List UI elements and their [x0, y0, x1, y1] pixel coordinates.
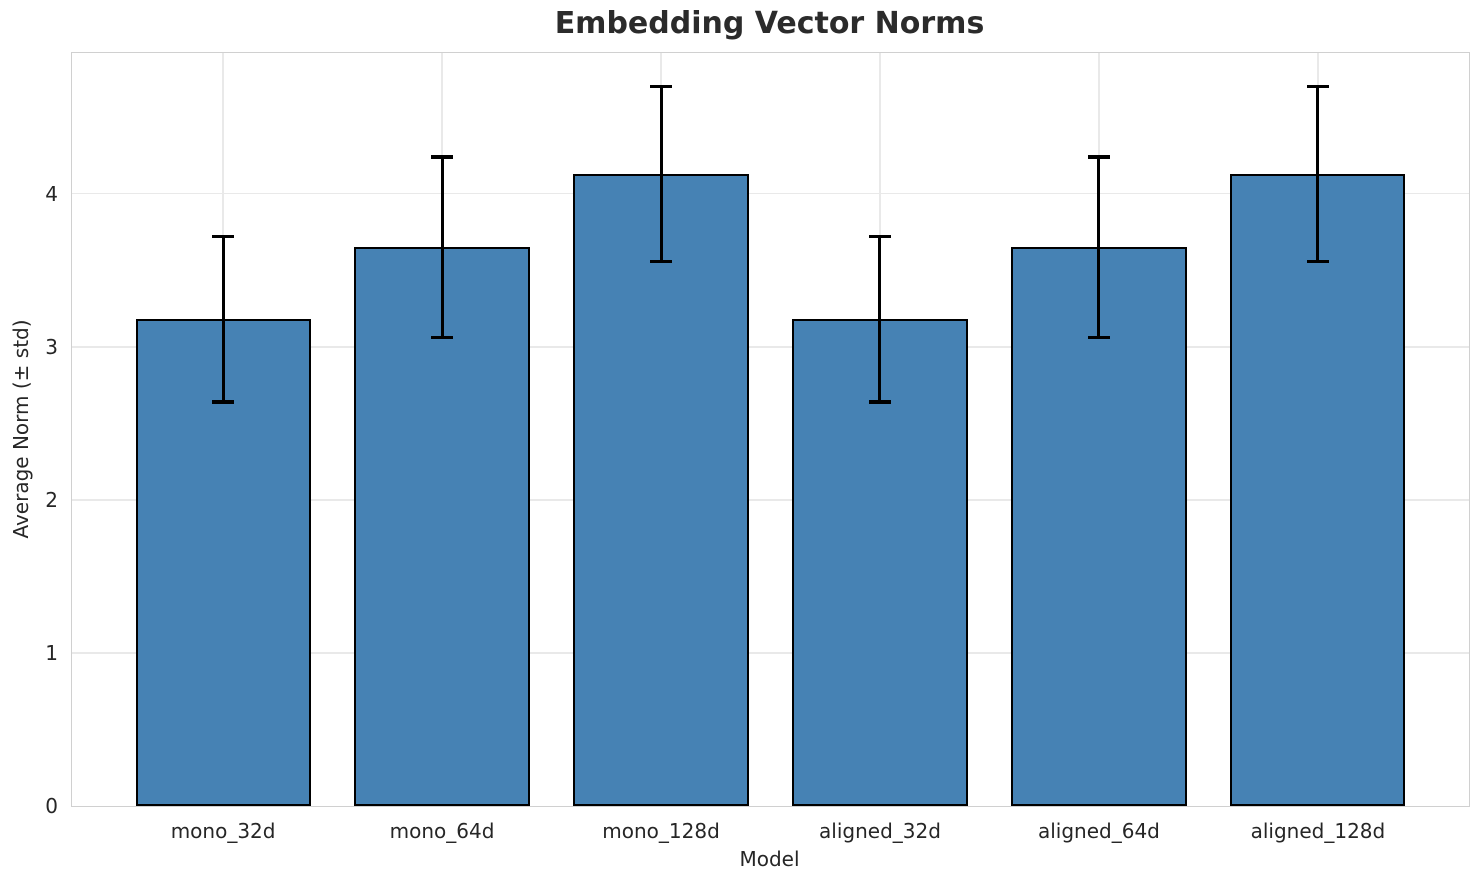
chart-title: Embedding Vector Norms: [554, 6, 985, 41]
y-tick-label: 3: [45, 334, 58, 359]
bar: [573, 173, 749, 806]
error-bar-line: [878, 236, 882, 402]
error-bar-cap-top: [212, 235, 235, 239]
horizontal-gridline: [72, 346, 1469, 348]
bar: [1230, 173, 1406, 806]
error-bar-cap-bottom: [868, 400, 891, 404]
error-bar-line: [1316, 86, 1320, 262]
plot-area: mono_32d mono_64d mono_128d aligned_32d alig…: [45, 52, 1470, 843]
error-bar-cap-top: [650, 85, 673, 89]
error-bar-cap-top: [1306, 85, 1329, 89]
error-bar-line: [221, 236, 225, 402]
error-bar-cap-bottom: [212, 400, 235, 404]
error-bar-line: [659, 86, 663, 262]
error-bar-cap-bottom: [1087, 336, 1110, 340]
error-bar-cap-top: [868, 235, 891, 239]
x-tick-label: mono_128d: [602, 819, 720, 843]
x-tick-label: aligned_64d: [1037, 819, 1160, 843]
y-tick-label: 2: [45, 487, 58, 512]
x-tick-label: mono_64d: [389, 819, 495, 843]
error-bar-line: [1097, 157, 1101, 338]
horizontal-gridline: [72, 193, 1469, 195]
x-tick-label: aligned_128d: [1250, 819, 1386, 843]
bar: [1011, 247, 1187, 806]
y-tick-label: 1: [45, 640, 58, 665]
y-tick-label: 0: [45, 794, 58, 818]
error-bar-cap-bottom: [1306, 259, 1329, 263]
horizontal-gridline: [72, 499, 1469, 501]
x-tick-label: mono_32d: [170, 819, 276, 843]
x-tick-label: aligned_32d: [819, 819, 941, 843]
bar: [354, 247, 530, 806]
x-axis-label: Model: [739, 847, 800, 871]
error-bar-cap-bottom: [650, 259, 673, 263]
y-tick-label: 4: [45, 181, 58, 206]
error-bar-cap-bottom: [431, 336, 454, 340]
error-bar-cap-top: [1087, 155, 1110, 159]
error-bar-cap-top: [431, 155, 454, 159]
error-bar-line: [440, 157, 444, 338]
horizontal-gridline: [72, 652, 1469, 654]
